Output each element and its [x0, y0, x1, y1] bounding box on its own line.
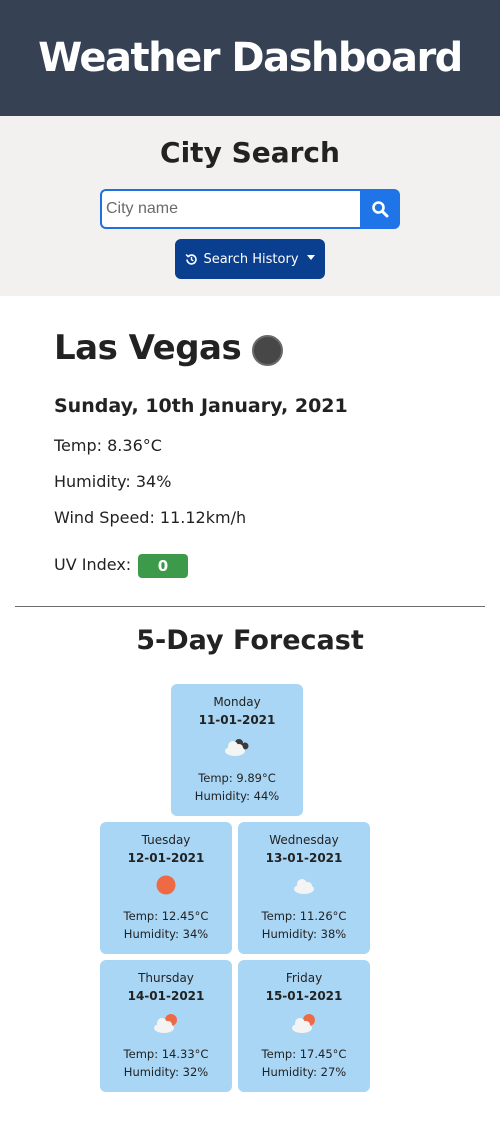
forecast-temp: Temp: 9.89°C [198, 771, 276, 785]
city-search-input[interactable] [100, 189, 362, 229]
uv-index-label: UV Index: [54, 555, 132, 574]
forecast-humidity: Humidity: 34% [123, 927, 209, 941]
forecast-title: 5-Day Forecast [136, 625, 364, 656]
forecast-temp: Temp: 11.26°C [261, 909, 347, 923]
forecast-day: Thursday [138, 971, 194, 985]
cloud-night-icon [225, 739, 249, 756]
uv-index-badge: 0 [138, 554, 188, 578]
forecast-humidity: Humidity: 27% [261, 1065, 347, 1079]
search-title: City Search [160, 136, 340, 169]
forecast-date: 14-01-2021 [127, 989, 205, 1003]
cloud-icon [294, 879, 314, 894]
forecast-day: Tuesday [141, 833, 191, 847]
search-icon [372, 201, 389, 218]
current-date: Sunday, 10th January, 2021 [54, 395, 348, 417]
sun-icon [156, 875, 176, 895]
partly-cloudy-icon [292, 1014, 315, 1033]
forecast-card: Monday 11-01-2021 Temp: 9.89°C Humidity:… [171, 684, 303, 816]
dark-circle-icon [252, 335, 283, 366]
section-divider [15, 606, 485, 607]
forecast-date: 12-01-2021 [127, 851, 205, 865]
forecast-date: 11-01-2021 [198, 713, 276, 727]
forecast-day: Wednesday [269, 833, 339, 847]
page-title: Weather Dashboard [38, 35, 463, 81]
app-header: Weather Dashboard [0, 0, 500, 116]
history-icon [186, 253, 198, 265]
forecast-card: Thursday 14-01-2021 Temp: 14.33°C Humidi… [100, 960, 232, 1092]
forecast-humidity: Humidity: 44% [194, 789, 280, 803]
forecast-temp: Temp: 12.45°C [123, 909, 209, 923]
city-search-panel: City Search Search History [0, 116, 500, 296]
forecast-day: Friday [285, 971, 323, 985]
forecast-date: 15-01-2021 [265, 989, 343, 1003]
search-history-label: Search History [203, 251, 299, 267]
forecast-temp: Temp: 14.33°C [123, 1047, 209, 1061]
forecast-humidity: Humidity: 38% [261, 927, 347, 941]
forecast-card: Wednesday 13-01-2021 Temp: 11.26°C Humid… [238, 822, 370, 954]
forecast-card: Tuesday 12-01-2021 Temp: 12.45°C Humidit… [100, 822, 232, 954]
current-humidity: Humidity: 34% [54, 472, 172, 491]
forecast-date: 13-01-2021 [265, 851, 343, 865]
forecast-temp: Temp: 17.45°C [261, 1047, 347, 1061]
forecast-day: Monday [213, 695, 261, 709]
city-name: Las Vegas [54, 328, 242, 368]
forecast-humidity: Humidity: 32% [123, 1065, 209, 1079]
chevron-down-icon [306, 254, 315, 260]
search-history-dropdown[interactable]: Search History [175, 239, 325, 279]
current-temp: Temp: 8.36°C [54, 436, 162, 455]
search-button[interactable] [360, 189, 400, 229]
partly-cloudy-icon [154, 1014, 177, 1033]
current-wind-speed: Wind Speed: 11.12km/h [54, 508, 247, 527]
forecast-card: Friday 15-01-2021 Temp: 17.45°C Humidity… [238, 960, 370, 1092]
